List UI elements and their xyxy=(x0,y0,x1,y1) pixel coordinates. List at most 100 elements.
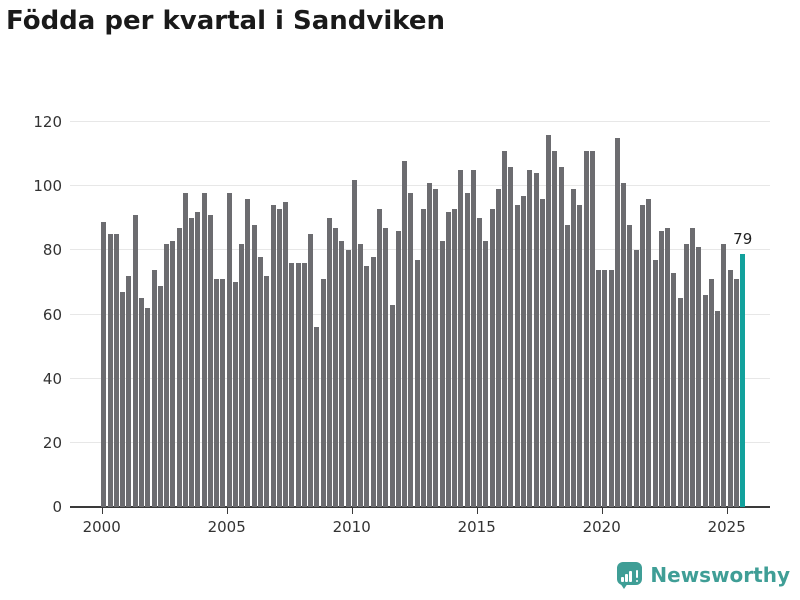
bar xyxy=(514,205,520,507)
bar xyxy=(683,243,689,507)
bar xyxy=(402,160,408,507)
bar xyxy=(207,215,213,507)
bar xyxy=(470,170,476,507)
bar-highlight-latest-quarter xyxy=(740,253,746,507)
bar xyxy=(577,205,583,507)
bar xyxy=(201,192,207,507)
bar xyxy=(157,285,163,507)
bar xyxy=(289,263,295,507)
bar xyxy=(126,276,132,507)
x-axis-tick xyxy=(726,508,729,514)
bar xyxy=(101,221,107,507)
bar xyxy=(326,218,332,507)
bar xyxy=(527,170,533,507)
bar xyxy=(702,295,708,507)
y-axis-tick-label: 120 xyxy=(33,113,62,132)
bar xyxy=(120,292,126,507)
bar xyxy=(164,243,170,507)
newsworthy-logo-icon xyxy=(617,562,643,589)
bar xyxy=(145,308,151,507)
bar xyxy=(270,205,276,507)
bar xyxy=(733,279,739,507)
bar xyxy=(264,276,270,507)
bar xyxy=(239,243,245,507)
x-axis-tick xyxy=(226,508,229,514)
bar xyxy=(677,298,683,507)
bar xyxy=(539,199,545,507)
bar xyxy=(308,234,314,507)
x-axis-tick xyxy=(351,508,354,514)
bar xyxy=(383,227,389,507)
bar xyxy=(495,189,501,507)
x-axis-line xyxy=(70,506,770,508)
bar xyxy=(552,150,558,507)
bar xyxy=(608,269,614,507)
bar xyxy=(464,192,470,507)
x-axis-tick xyxy=(476,508,479,514)
brand-name: Newsworthy xyxy=(650,562,790,587)
bar xyxy=(696,247,702,507)
bar xyxy=(182,192,188,507)
bar xyxy=(414,259,420,507)
bar xyxy=(633,250,639,507)
y-axis-tick-label: 80 xyxy=(42,241,62,260)
brand-footer[interactable]: Newsworthy xyxy=(617,562,790,589)
bar xyxy=(546,134,552,507)
y-axis-tick-label: 0 xyxy=(52,498,62,516)
y-axis-tick-label: 100 xyxy=(33,177,62,196)
bar xyxy=(596,269,602,507)
bar xyxy=(283,202,289,507)
x-axis-tick xyxy=(101,508,104,514)
gridline xyxy=(70,441,770,443)
bar xyxy=(301,263,307,507)
bar xyxy=(445,211,451,507)
bar xyxy=(721,243,727,507)
plot-area: 0 20 40 60 80 100 120 2000 2005 2010 2015 2020 2025 7… xyxy=(33,112,770,536)
bar xyxy=(477,218,483,507)
bar xyxy=(690,227,696,507)
chart-title: Födda per kvartal i Sandviken xyxy=(6,6,446,36)
bar xyxy=(226,192,232,507)
bar xyxy=(433,189,439,507)
bar xyxy=(621,183,627,507)
bar xyxy=(658,231,664,507)
bar xyxy=(113,234,119,507)
bar xyxy=(320,279,326,507)
x-axis-tick xyxy=(601,508,604,514)
bar xyxy=(170,240,176,507)
x-axis-tick-label: 2005 xyxy=(207,518,246,536)
logo-bubble-tail xyxy=(620,583,629,589)
bar xyxy=(665,227,671,507)
gridline xyxy=(70,249,770,251)
bar xyxy=(639,205,645,507)
gridline xyxy=(70,185,770,187)
bar xyxy=(502,150,508,507)
bar xyxy=(715,311,721,507)
bar xyxy=(132,215,138,507)
bar xyxy=(571,189,577,507)
bar xyxy=(358,243,364,507)
gridline xyxy=(70,377,770,379)
bar xyxy=(220,279,226,507)
bar xyxy=(708,279,714,507)
bar xyxy=(339,240,345,507)
x-axis-tick-label: 2020 xyxy=(582,518,621,536)
bar xyxy=(533,173,539,507)
bar xyxy=(214,279,220,507)
bar xyxy=(345,250,351,507)
bar xyxy=(727,269,733,507)
bar xyxy=(139,298,145,507)
bar xyxy=(439,240,445,507)
bar xyxy=(370,256,376,507)
bar xyxy=(245,199,251,507)
bar xyxy=(364,266,370,507)
bar xyxy=(652,259,658,507)
bar xyxy=(508,166,514,507)
bar xyxy=(395,231,401,507)
bar xyxy=(258,256,263,507)
bar xyxy=(107,234,113,507)
bar xyxy=(564,224,570,507)
bar xyxy=(151,269,157,507)
x-axis-tick-label: 2015 xyxy=(457,518,496,536)
bar xyxy=(195,211,201,507)
